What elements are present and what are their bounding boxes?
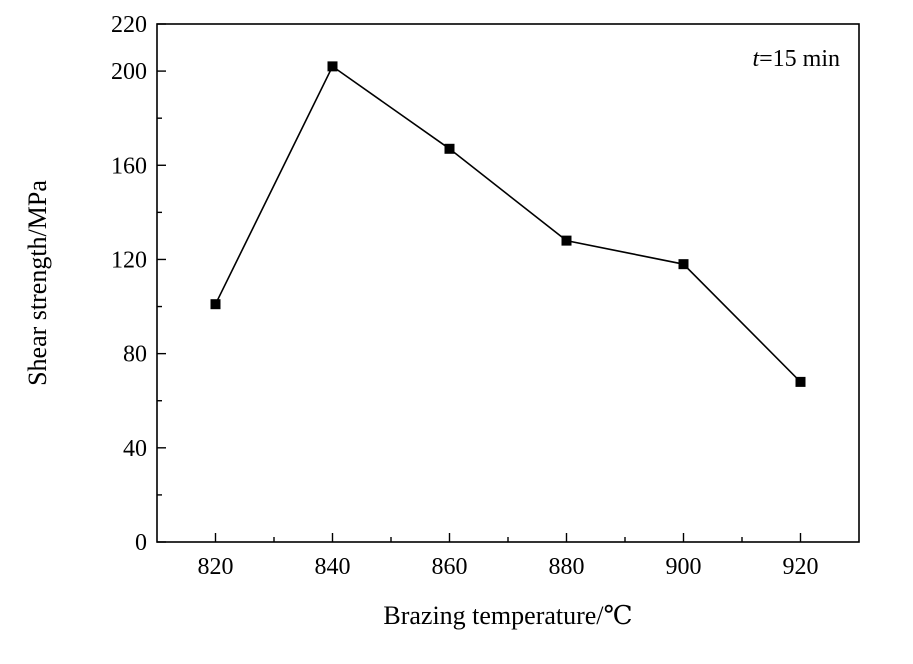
y-tick-label: 200 bbox=[111, 59, 147, 85]
ticks-layer bbox=[157, 23, 802, 543]
data-point-marker bbox=[444, 143, 455, 154]
annotation-rest: =15 min bbox=[759, 46, 840, 72]
data-point-marker bbox=[327, 61, 338, 72]
data-point-marker bbox=[795, 376, 806, 387]
data-point-marker bbox=[678, 259, 689, 270]
y-tick-label: 220 bbox=[111, 12, 147, 38]
annotation-var: t bbox=[752, 46, 760, 72]
x-tick-label: 920 bbox=[783, 554, 819, 580]
x-tick-label: 860 bbox=[432, 554, 468, 580]
labels-layer: 820 840 860 880 900 920 0 40 80 120 160 200 220 bbox=[111, 12, 819, 580]
y-tick-label: 160 bbox=[111, 153, 147, 179]
x-tick-label: 820 bbox=[198, 554, 234, 580]
y-tick-label: 0 bbox=[135, 530, 147, 556]
y-axis-title: Shear strength/MPa bbox=[23, 180, 52, 386]
data-point-marker bbox=[561, 235, 572, 246]
y-tick-label: 120 bbox=[111, 247, 147, 273]
data-point-marker bbox=[210, 299, 221, 310]
series-layer bbox=[210, 61, 806, 387]
x-axis-title: Brazing temperature/℃ bbox=[383, 601, 632, 630]
x-tick-label: 840 bbox=[315, 554, 351, 580]
series-line bbox=[214, 65, 802, 383]
plot-frame bbox=[156, 23, 860, 543]
x-tick-label: 900 bbox=[666, 554, 702, 580]
time-annotation: t=15 min bbox=[752, 46, 840, 72]
y-tick-label: 40 bbox=[123, 436, 147, 462]
x-tick-label: 880 bbox=[549, 554, 585, 580]
y-tick-label: 80 bbox=[123, 342, 147, 368]
